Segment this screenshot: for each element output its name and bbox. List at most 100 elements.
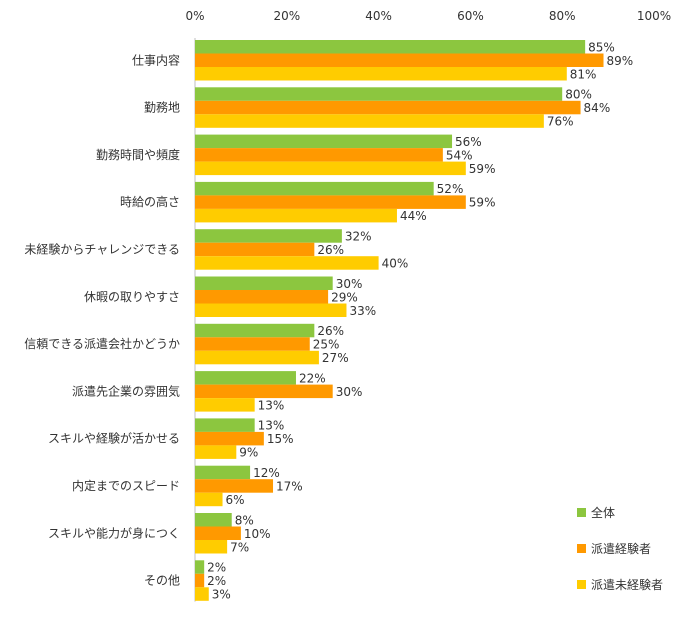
bar	[195, 303, 347, 317]
bar	[195, 67, 567, 81]
bar	[195, 431, 264, 446]
bar	[195, 323, 315, 338]
data-label: 59%	[469, 162, 496, 176]
data-label: 27%	[322, 351, 349, 365]
bar	[195, 100, 581, 115]
bar	[195, 148, 443, 162]
data-label: 26%	[317, 243, 344, 257]
category-label: スキルや能力が身につく	[48, 525, 180, 540]
x-tick-label: 100%	[637, 9, 671, 23]
bar	[195, 445, 237, 459]
data-label: 84%	[584, 101, 611, 115]
bar	[195, 573, 205, 588]
category-label: 信頼できる派遣会社かどうか	[24, 336, 180, 351]
data-label: 29%	[331, 290, 358, 304]
data-label: 59%	[469, 196, 496, 210]
bar	[195, 398, 255, 412]
category-label: 勤務地	[144, 101, 180, 115]
bar	[195, 560, 205, 574]
data-label: 17%	[276, 479, 303, 493]
x-tick-label: 0%	[185, 9, 204, 23]
bar	[195, 114, 544, 128]
category-label: 時給の高さ	[120, 194, 180, 209]
bar	[195, 290, 329, 304]
legend-label: 派遣未経験者	[591, 577, 663, 592]
data-label: 22%	[299, 371, 326, 385]
category-label: 派遣先企業の雰囲気	[72, 383, 180, 398]
data-label: 80%	[565, 88, 592, 102]
data-labels: 85%89%81%80%84%76%56%54%59%52%59%44%32%2…	[207, 40, 633, 601]
bar	[195, 229, 342, 243]
data-label: 85%	[588, 40, 615, 54]
bar	[195, 208, 397, 223]
bar	[195, 276, 333, 290]
bar	[195, 384, 333, 399]
bar	[195, 479, 274, 493]
bar	[195, 181, 434, 196]
data-label: 9%	[239, 446, 258, 460]
data-label: 7%	[230, 540, 249, 554]
data-label: 2%	[207, 574, 226, 588]
category-label: 未経験からチャレンジできる	[24, 241, 180, 256]
category-label: その他	[144, 574, 180, 588]
bar	[195, 53, 604, 67]
bar	[195, 371, 296, 385]
bar	[195, 350, 319, 365]
data-label: 26%	[317, 324, 344, 338]
data-label: 44%	[400, 209, 427, 223]
data-label: 15%	[267, 432, 294, 446]
data-label: 56%	[455, 135, 482, 149]
bar	[195, 513, 232, 527]
x-tick-label: 80%	[549, 9, 576, 23]
legend-swatch	[577, 580, 586, 589]
bar	[195, 492, 223, 507]
category-label: スキルや経験が活かせる	[48, 431, 180, 446]
legend-swatch	[577, 508, 586, 517]
data-label: 52%	[437, 182, 464, 196]
bar	[195, 256, 379, 270]
data-label: 2%	[207, 561, 226, 575]
data-label: 30%	[336, 385, 363, 399]
bar	[195, 418, 255, 432]
data-label: 8%	[235, 513, 254, 527]
legend-label: 全体	[591, 505, 615, 520]
bar	[195, 540, 228, 554]
data-label: 32%	[345, 229, 372, 243]
bar	[195, 40, 586, 54]
category-label: 仕事内容	[132, 52, 180, 67]
x-axis-ticks: 0% 20% 40% 60% 80% 100%	[185, 9, 671, 23]
category-labels: 仕事内容勤務地勤務時間や頻度時給の高さ未経験からチャレンジできる休暇の取りやすさ…	[24, 52, 180, 587]
data-label: 25%	[313, 338, 340, 352]
legend-label: 派遣経験者	[591, 541, 651, 556]
bar	[195, 242, 315, 257]
bar	[195, 526, 241, 540]
x-tick-label: 60%	[457, 9, 484, 23]
data-label: 30%	[336, 277, 363, 291]
legend-swatch	[577, 544, 586, 553]
data-label: 12%	[253, 466, 280, 480]
data-label: 6%	[226, 493, 245, 507]
x-tick-label: 40%	[365, 9, 392, 23]
bar	[195, 337, 310, 351]
data-label: 13%	[258, 419, 285, 433]
data-label: 13%	[258, 398, 285, 412]
bar	[195, 195, 466, 209]
data-label: 81%	[570, 67, 597, 81]
category-label: 内定までのスピード	[72, 478, 180, 493]
bar-series	[195, 40, 604, 601]
bar	[195, 587, 209, 601]
data-label: 40%	[382, 256, 409, 270]
data-label: 89%	[607, 54, 634, 68]
data-label: 76%	[547, 115, 574, 129]
data-label: 54%	[446, 148, 473, 162]
category-label: 休暇の取りやすさ	[84, 290, 180, 304]
bar	[195, 134, 453, 149]
bar	[195, 87, 563, 101]
data-label: 10%	[244, 527, 271, 541]
category-label: 勤務時間や頻度	[96, 147, 180, 162]
bar	[195, 161, 466, 176]
data-label: 3%	[212, 588, 231, 602]
data-label: 33%	[349, 304, 376, 318]
